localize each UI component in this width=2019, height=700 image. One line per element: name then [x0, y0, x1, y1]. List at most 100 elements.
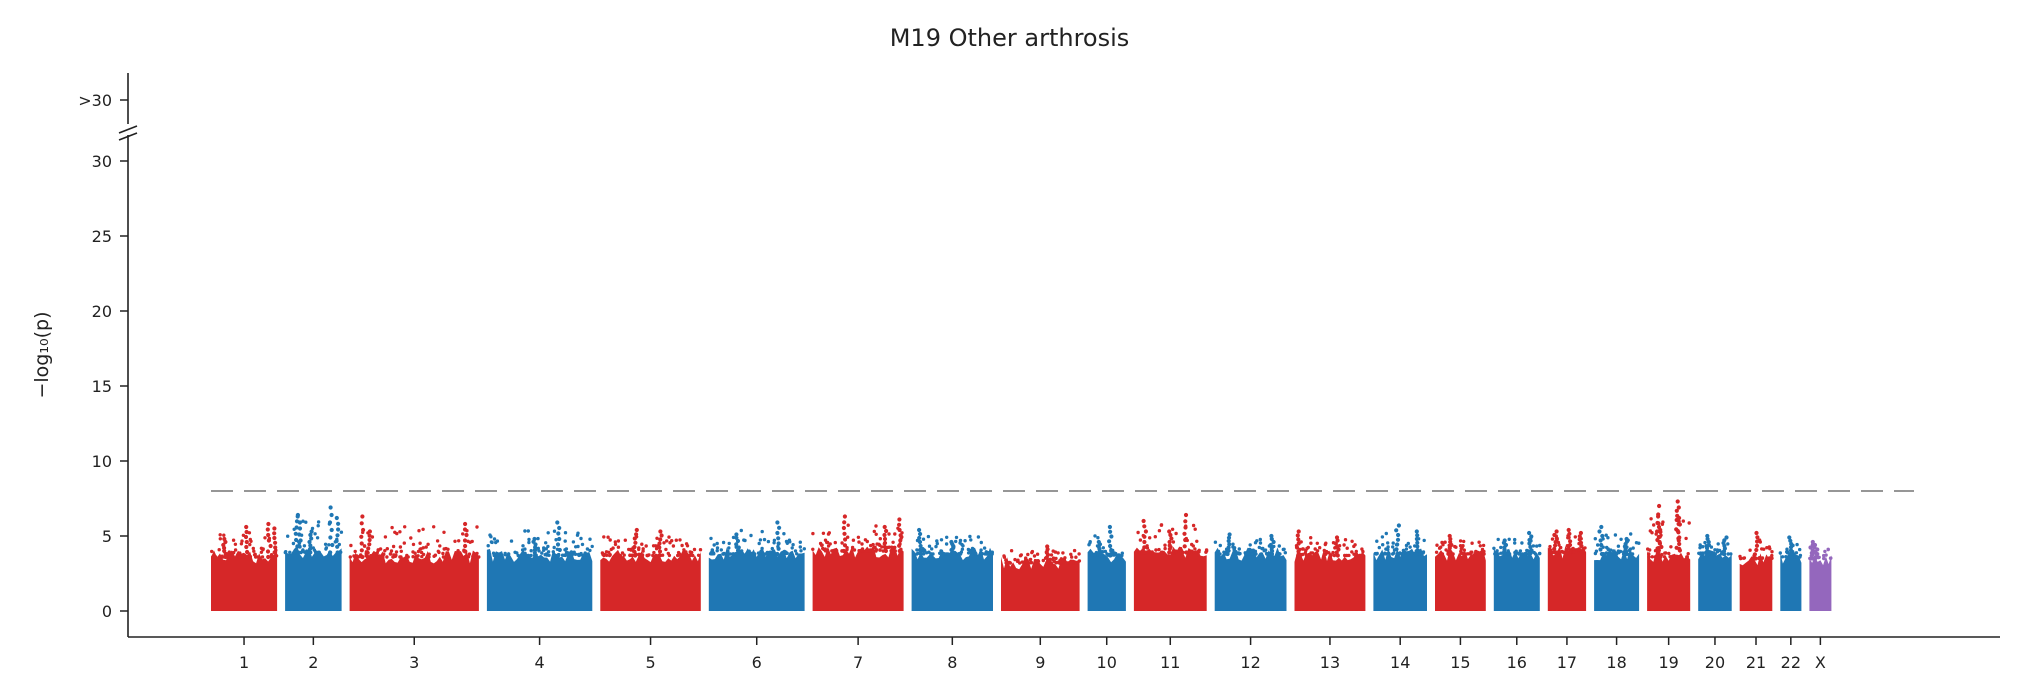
peak-point — [1753, 556, 1758, 561]
peak-point — [307, 539, 312, 545]
data-point — [1523, 552, 1527, 556]
peak-point — [367, 542, 372, 547]
peak-point — [632, 544, 637, 550]
peak-point — [1096, 539, 1101, 545]
peak-point — [1109, 534, 1114, 539]
data-point — [315, 536, 320, 540]
data-point — [930, 547, 934, 551]
data-point — [291, 541, 296, 546]
peak-point — [918, 547, 923, 553]
data-point — [1347, 553, 1351, 558]
peak-point — [775, 520, 780, 525]
data-point — [606, 535, 610, 539]
data-point — [833, 540, 837, 545]
data-point — [1716, 542, 1720, 546]
data-point — [727, 541, 731, 546]
data-point — [369, 554, 373, 558]
data-point — [457, 539, 461, 543]
data-point — [1150, 550, 1154, 555]
peak-point — [307, 550, 312, 555]
data-point — [1506, 549, 1510, 553]
x-tick-label: 12 — [1240, 653, 1260, 672]
chromosome-22-block — [1780, 553, 1802, 611]
data-point — [747, 549, 751, 553]
data-point — [877, 542, 881, 546]
data-point — [860, 542, 864, 546]
data-point — [1260, 546, 1264, 551]
data-point — [644, 544, 648, 548]
peak-point — [841, 525, 847, 531]
chromosome-15-points — [1434, 533, 1486, 611]
data-point — [946, 552, 950, 556]
data-point — [402, 541, 406, 545]
chromosome-16-block — [1493, 548, 1540, 611]
peak-point — [1577, 537, 1582, 542]
peak-point — [1182, 531, 1187, 536]
data-point — [1179, 546, 1183, 551]
peak-point — [297, 544, 302, 549]
peak-point — [1183, 519, 1188, 524]
data-point — [228, 554, 232, 558]
peak-point — [1624, 536, 1629, 542]
peak-point — [292, 550, 298, 555]
data-point — [261, 547, 265, 551]
peak-point — [266, 554, 271, 560]
data-point — [233, 548, 238, 552]
data-point — [1757, 556, 1761, 561]
peak-point — [1394, 547, 1399, 552]
data-point — [1404, 543, 1409, 548]
data-point — [969, 550, 973, 554]
x-tick-label: 20 — [1705, 653, 1725, 672]
data-point — [488, 533, 492, 537]
data-point — [441, 555, 446, 559]
data-point — [563, 531, 568, 535]
data-point — [259, 550, 264, 554]
data-point — [651, 544, 656, 548]
data-point — [698, 548, 703, 552]
data-point — [1684, 536, 1688, 541]
peak-point — [294, 537, 299, 543]
peak-point — [882, 524, 887, 530]
peak-point — [308, 543, 313, 548]
y-tick-label-over: >30 — [78, 91, 112, 110]
data-point — [749, 533, 753, 538]
data-point — [1458, 544, 1463, 548]
data-point — [1669, 555, 1674, 559]
chromosome-12-points — [1213, 532, 1288, 611]
data-point — [442, 530, 446, 534]
peak-point — [777, 525, 782, 530]
data-point — [1251, 548, 1256, 552]
peak-point — [1167, 546, 1172, 552]
data-point — [609, 547, 613, 552]
x-tick-label: 1 — [239, 653, 249, 672]
data-point — [1798, 547, 1802, 552]
data-point — [622, 553, 626, 557]
peak-point — [1675, 528, 1680, 534]
peak-point — [1167, 529, 1172, 534]
peak-point — [883, 548, 889, 554]
data-point — [1400, 552, 1405, 556]
data-point — [323, 542, 328, 546]
data-point — [316, 520, 321, 524]
data-point — [435, 539, 440, 543]
y-tick-label: 0 — [102, 602, 112, 621]
data-point — [963, 539, 967, 543]
data-point — [821, 531, 826, 535]
data-point — [1612, 552, 1616, 556]
data-point — [1154, 548, 1158, 552]
data-point — [253, 555, 258, 559]
data-point — [588, 548, 592, 553]
data-point — [934, 544, 938, 549]
peak-point — [462, 538, 468, 543]
peak-point — [776, 536, 781, 541]
chromosome-17-points — [1547, 527, 1587, 611]
data-point — [417, 529, 421, 533]
peak-point — [297, 520, 302, 525]
peak-point — [1656, 524, 1662, 530]
data-point — [1507, 537, 1511, 541]
data-point — [1358, 553, 1363, 558]
x-tick-label: 5 — [645, 653, 655, 672]
peak-point — [1141, 518, 1146, 524]
peak-point — [1553, 543, 1558, 548]
